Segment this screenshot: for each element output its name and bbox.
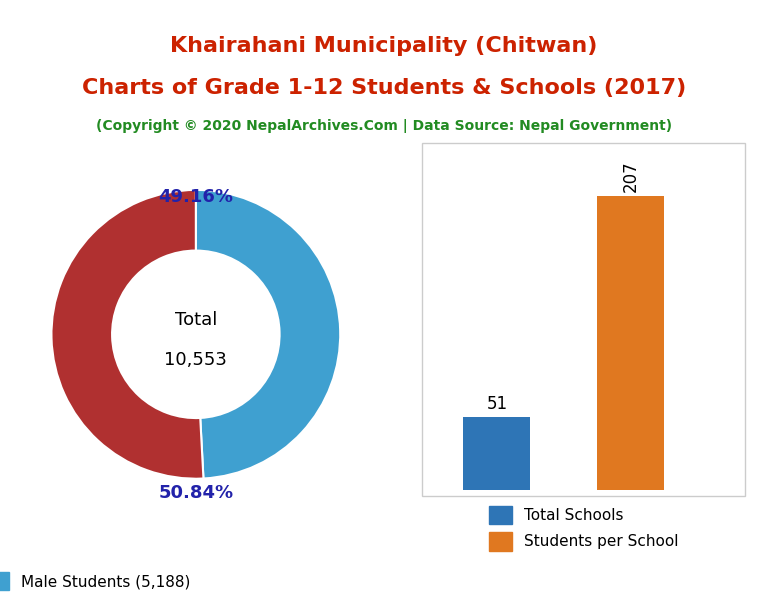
Text: 207: 207	[621, 160, 640, 192]
Text: 10,553: 10,553	[164, 351, 227, 370]
Bar	[463, 417, 530, 490]
Text: Total: Total	[174, 311, 217, 329]
Wedge shape	[196, 190, 340, 479]
Text: 51: 51	[486, 395, 508, 413]
Text: 49.16%: 49.16%	[158, 188, 233, 206]
Wedge shape	[51, 190, 204, 479]
Text: (Copyright © 2020 NepalArchives.Com | Data Source: Nepal Government): (Copyright © 2020 NepalArchives.Com | Da…	[96, 119, 672, 133]
Bar	[597, 196, 664, 490]
Legend: Total Schools, Students per School: Total Schools, Students per School	[483, 500, 684, 557]
Text: 50.84%: 50.84%	[158, 484, 233, 502]
Text: Charts of Grade 1-12 Students & Schools (2017): Charts of Grade 1-12 Students & Schools …	[82, 78, 686, 98]
Legend: Male Students (5,188), Female Students (5,365): Male Students (5,188), Female Students (…	[0, 565, 216, 597]
Text: Khairahani Municipality (Chitwan): Khairahani Municipality (Chitwan)	[170, 36, 598, 56]
